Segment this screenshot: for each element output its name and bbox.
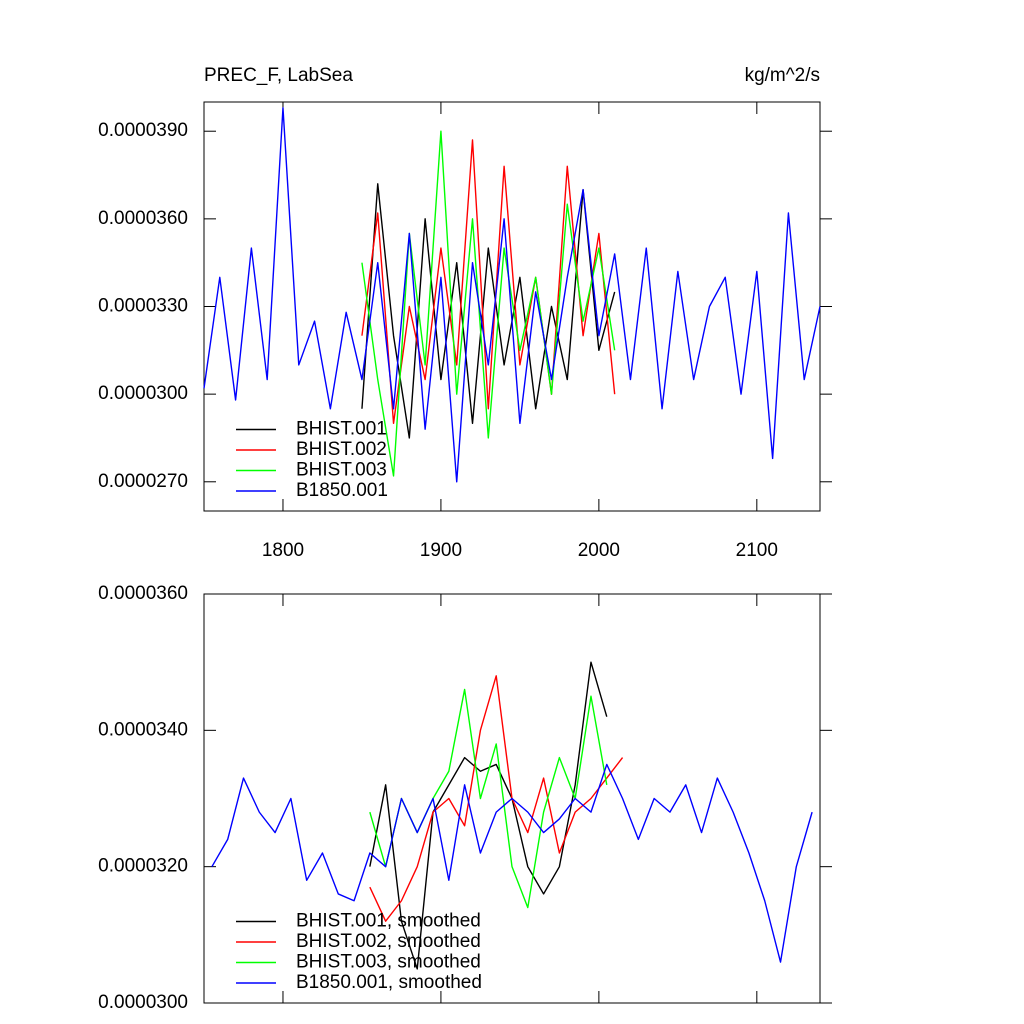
x-tick-label: 1900 xyxy=(420,540,462,561)
legend-label: BHIST.001, smoothed xyxy=(296,911,481,932)
legend-label: BHIST.003 xyxy=(296,460,387,481)
y-tick-label: 0.0000270 xyxy=(98,471,188,492)
x-tick-label: 2100 xyxy=(736,540,778,561)
y-tick-label: 0.0000300 xyxy=(98,992,188,1013)
x-tick-label: 1800 xyxy=(262,540,304,561)
data-line xyxy=(369,675,624,922)
y-tick-label: 0.0000320 xyxy=(98,856,188,877)
legend-label: BHIST.003, smoothed xyxy=(296,952,481,973)
data-line xyxy=(369,661,608,970)
plot-frame xyxy=(203,593,821,1004)
units-label: kg/m^2/s xyxy=(745,65,820,86)
y-tick-label: 0.0000340 xyxy=(98,719,188,740)
y-tick-label: 0.0000390 xyxy=(98,120,188,141)
data-line xyxy=(203,107,821,483)
data-line xyxy=(361,183,616,439)
legend-label: B1850.001, smoothed xyxy=(296,972,482,993)
chart-title: PREC_F, LabSea xyxy=(204,65,353,86)
data-line xyxy=(361,130,616,477)
y-tick-label: 0.0000330 xyxy=(98,296,188,317)
x-tick-label: 2000 xyxy=(578,540,620,561)
data-line xyxy=(211,763,813,963)
data-line xyxy=(361,139,616,425)
legend-label: BHIST.001 xyxy=(296,419,387,440)
y-tick-label: 0.0000360 xyxy=(98,583,188,604)
y-tick-label: 0.0000360 xyxy=(98,208,188,229)
legend-label: B1850.001 xyxy=(296,480,388,501)
y-tick-label: 0.0000300 xyxy=(98,383,188,404)
legend-label: BHIST.002 xyxy=(296,439,387,460)
legend-label: BHIST.002, smoothed xyxy=(296,931,481,952)
